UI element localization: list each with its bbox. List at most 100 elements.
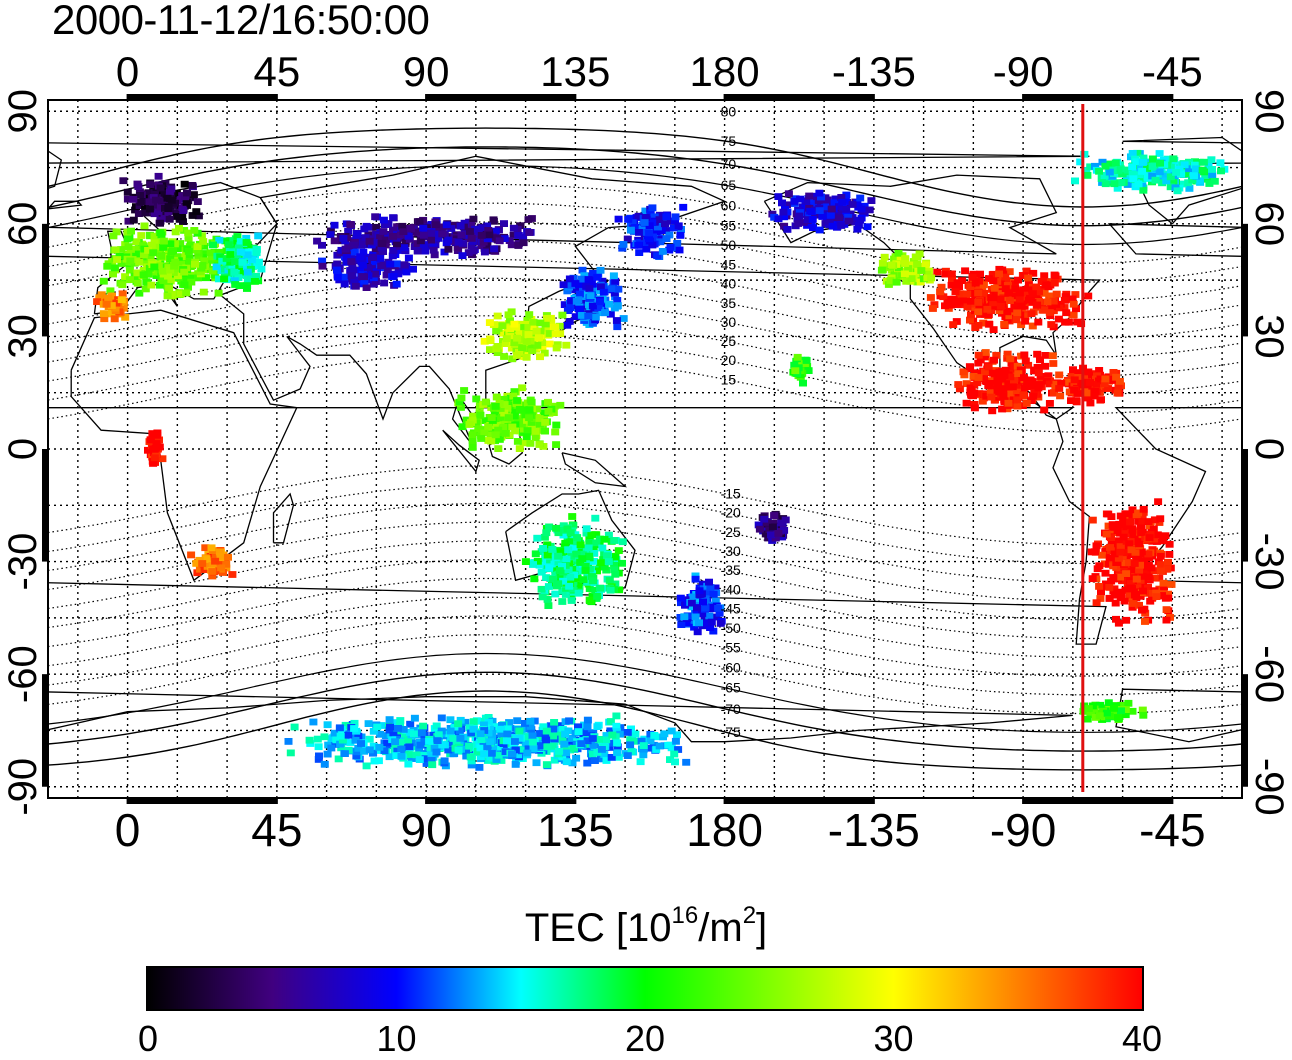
tec-cell bbox=[835, 214, 844, 222]
tec-cell bbox=[364, 720, 373, 727]
tec-cell bbox=[515, 727, 524, 735]
tec-cell bbox=[594, 304, 603, 311]
tec-cell bbox=[440, 757, 449, 765]
tec-cell bbox=[531, 428, 540, 435]
tec-cell bbox=[234, 244, 243, 252]
tec-cell bbox=[1126, 580, 1135, 587]
tec-cell bbox=[500, 409, 509, 417]
tec-cell bbox=[554, 558, 563, 566]
tec-cell bbox=[208, 572, 217, 580]
tec-cell bbox=[575, 290, 584, 298]
tec-cell bbox=[715, 609, 724, 617]
tec-cell bbox=[194, 274, 202, 282]
tec-cell bbox=[1132, 575, 1141, 583]
tec-cell bbox=[1083, 172, 1092, 179]
tec-cell bbox=[682, 758, 691, 766]
tec-cell bbox=[156, 281, 164, 289]
tec-cell bbox=[369, 727, 378, 735]
tec-cell bbox=[404, 760, 413, 768]
tec-cell bbox=[522, 338, 531, 346]
tec-cell bbox=[1114, 619, 1123, 627]
tec-world-map: 8075706560555045403530252015-15-20-25-30… bbox=[1, 48, 1291, 856]
geomag-label: -15 bbox=[721, 486, 741, 502]
tec-cell bbox=[109, 232, 118, 240]
tec-cell bbox=[967, 311, 975, 319]
tec-cell bbox=[446, 727, 455, 735]
tec-cell bbox=[1132, 591, 1140, 598]
tec-cell bbox=[605, 577, 614, 584]
tec-cell bbox=[1012, 316, 1021, 324]
tec-cell bbox=[1101, 162, 1110, 170]
tec-cell bbox=[572, 754, 581, 762]
tec-cell bbox=[1139, 505, 1148, 513]
tec-cell bbox=[1013, 396, 1022, 404]
tec-cell bbox=[238, 259, 247, 266]
tec-cell bbox=[608, 731, 617, 739]
tec-cell bbox=[556, 548, 565, 555]
tec-cell bbox=[528, 341, 537, 349]
tec-cell bbox=[313, 237, 322, 245]
tec-cell bbox=[565, 717, 574, 725]
tec-cell bbox=[405, 743, 414, 751]
tec-cell bbox=[969, 373, 978, 380]
tec-cell bbox=[1037, 376, 1046, 384]
tec-cell bbox=[982, 392, 991, 400]
tec-cell bbox=[465, 421, 474, 428]
tec-cell bbox=[1097, 396, 1105, 403]
tec-cell bbox=[199, 288, 208, 296]
tec-cell bbox=[1116, 548, 1125, 556]
tec-cell bbox=[532, 327, 541, 335]
tec-cell bbox=[590, 287, 599, 295]
tec-cell bbox=[639, 751, 648, 759]
tec-cell bbox=[581, 567, 590, 574]
tec-cell bbox=[144, 247, 153, 254]
tec-cell bbox=[962, 380, 971, 387]
tec-cell bbox=[1109, 574, 1118, 581]
tec-cell bbox=[1067, 397, 1075, 404]
tec-cell bbox=[511, 746, 520, 754]
colorbar-title: TEC [1016/m2] bbox=[0, 904, 1292, 951]
tec-cell bbox=[152, 450, 161, 458]
tec-cell bbox=[467, 235, 476, 242]
tec-cell bbox=[584, 312, 593, 320]
tec-cell bbox=[1128, 603, 1137, 611]
tec-cell bbox=[794, 220, 803, 227]
tec-cell bbox=[342, 254, 351, 261]
tec-cell bbox=[524, 331, 533, 338]
tec-cell bbox=[1137, 548, 1146, 556]
tec-cell bbox=[1159, 579, 1168, 587]
tec-cell bbox=[1077, 320, 1086, 328]
tec-cell bbox=[139, 251, 148, 259]
tec-cell bbox=[570, 745, 578, 752]
tec-cell bbox=[178, 213, 187, 221]
tec-cell bbox=[548, 742, 557, 750]
tec-cell bbox=[525, 406, 534, 413]
tec-cell bbox=[526, 440, 535, 447]
tec-cell bbox=[1105, 554, 1114, 562]
tec-cell bbox=[1117, 707, 1125, 715]
tec-cell bbox=[398, 222, 407, 230]
tec-cell bbox=[712, 613, 721, 621]
tec-cell bbox=[913, 261, 922, 268]
tec-cell bbox=[1138, 159, 1147, 166]
tec-cell bbox=[335, 724, 344, 732]
tec-cell bbox=[1088, 516, 1097, 524]
tec-cell bbox=[878, 259, 887, 267]
tec-cell bbox=[780, 213, 789, 221]
left-lat-label: -90 bbox=[1, 758, 45, 816]
tec-cell bbox=[490, 410, 499, 418]
tec-cell bbox=[1135, 557, 1144, 565]
tec-cell bbox=[605, 744, 614, 751]
tec-cell bbox=[1061, 293, 1070, 300]
tec-cell bbox=[783, 226, 792, 233]
tec-cell bbox=[145, 198, 154, 206]
tec-cell bbox=[817, 193, 825, 201]
geomag-label: -35 bbox=[721, 562, 741, 578]
tec-cell bbox=[558, 562, 566, 570]
tec-cell bbox=[513, 334, 522, 342]
tec-cell bbox=[383, 232, 392, 240]
tec-cell bbox=[431, 221, 440, 229]
tec-cell bbox=[589, 545, 598, 553]
tec-cell bbox=[1095, 562, 1104, 570]
tec-cell bbox=[1001, 285, 1010, 292]
